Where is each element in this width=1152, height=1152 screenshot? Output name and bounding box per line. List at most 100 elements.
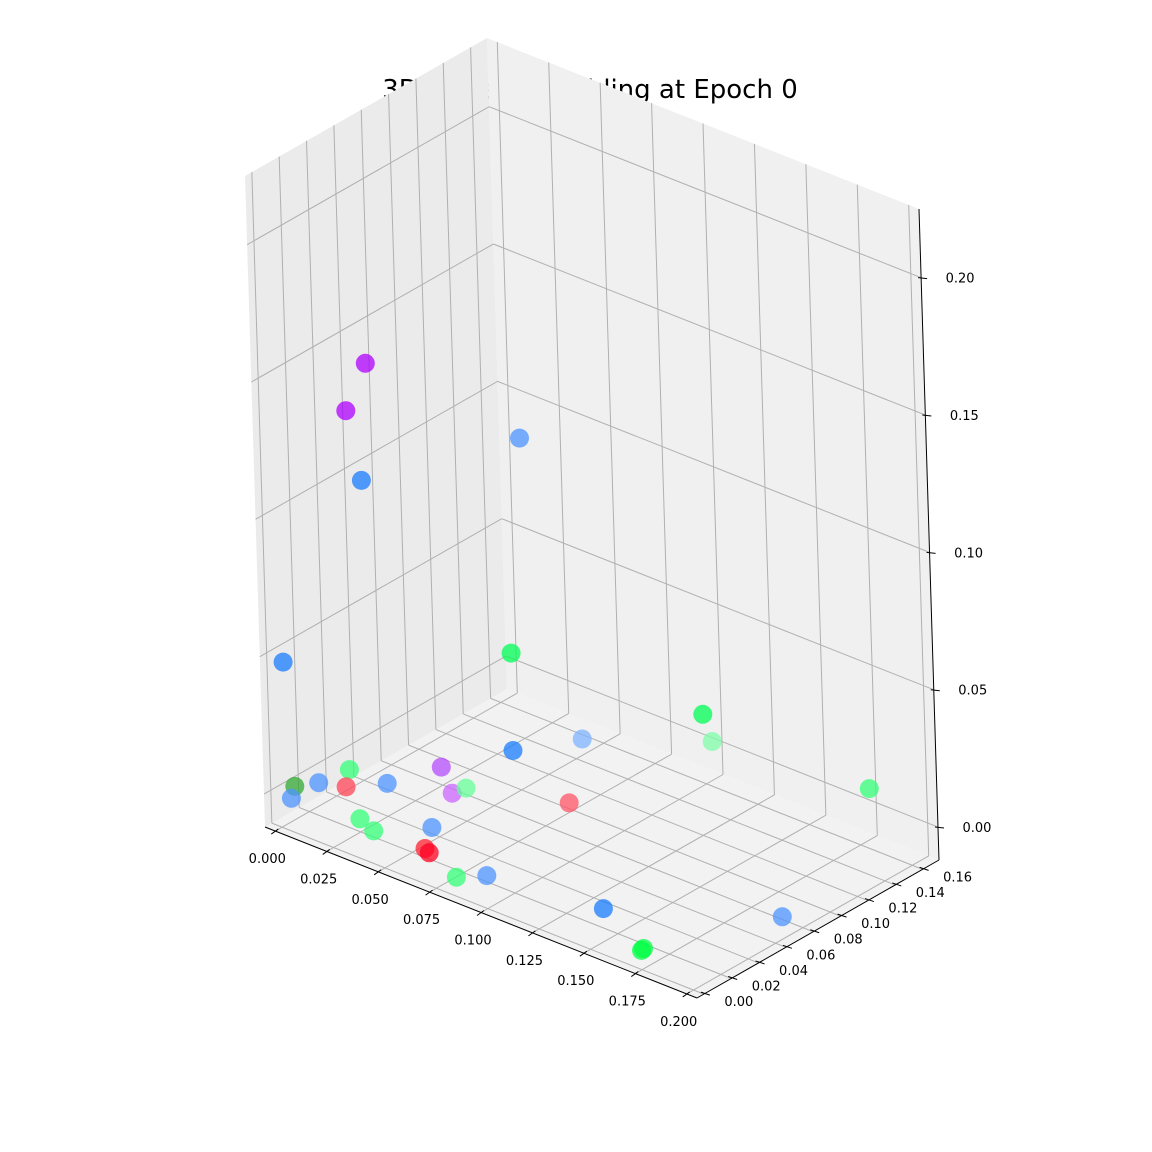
- y-tick-mark: [864, 898, 875, 903]
- data-point: [859, 779, 879, 799]
- grid-line: [548, 62, 570, 714]
- x-tick-label: 0.050: [352, 893, 389, 908]
- grid-line: [251, 172, 273, 824]
- z-tick-label: 0.05: [958, 684, 987, 699]
- x-tick-mark: [528, 930, 536, 937]
- grid-line: [908, 204, 930, 856]
- data-point: [281, 788, 301, 808]
- data-point: [336, 777, 356, 797]
- data-point: [702, 732, 722, 751]
- y-tick-mark: [728, 976, 738, 980]
- grid-line: [496, 42, 518, 694]
- data-point: [456, 778, 476, 798]
- data-point: [339, 760, 359, 780]
- grid-line: [490, 697, 923, 870]
- grid-line: [263, 655, 507, 795]
- y-tick-mark: [755, 960, 765, 965]
- data-point: [634, 939, 653, 958]
- grid-line: [259, 518, 503, 658]
- grid-line: [532, 794, 775, 934]
- data-point: [350, 809, 370, 829]
- z-tick-label: 0.10: [954, 546, 983, 561]
- grid-line: [246, 106, 490, 246]
- data-point: [693, 704, 713, 724]
- grid-line: [651, 103, 673, 755]
- grid-line: [463, 713, 896, 886]
- x-tick-label: 0.150: [557, 974, 594, 989]
- data-points: [273, 353, 879, 960]
- data-point: [355, 353, 375, 373]
- grid-line: [353, 775, 787, 948]
- grid-line: [501, 518, 934, 691]
- z-tick-mark: [926, 551, 936, 554]
- grid-line: [493, 243, 926, 416]
- left-wall-pane: [245, 38, 507, 827]
- y-tick-label: 0.06: [806, 948, 835, 963]
- data-point: [477, 866, 497, 886]
- grid-line: [255, 380, 498, 520]
- y-tick-label: 0.14: [916, 886, 945, 901]
- grid-line: [470, 47, 492, 699]
- data-point: [593, 899, 613, 919]
- data-point: [336, 401, 356, 421]
- z-tick-label: 0.20: [946, 272, 975, 287]
- grid-line: [505, 655, 939, 828]
- z-tick-label: 0.00: [963, 821, 992, 836]
- data-point: [503, 741, 523, 760]
- x-tick-mark: [682, 991, 691, 998]
- z-tick-mark: [918, 277, 928, 280]
- y-tick-mark: [782, 944, 793, 949]
- x-tick-mark: [270, 828, 279, 835]
- grid-line: [306, 140, 328, 792]
- y-tick-label: 0.00: [724, 995, 753, 1010]
- x-tick-mark: [322, 849, 331, 855]
- z-tick-mark: [930, 689, 940, 692]
- grid-line: [271, 822, 705, 995]
- data-point: [273, 652, 293, 672]
- x-tick-label: 0.125: [506, 954, 543, 969]
- y-tick-label: 0.10: [861, 917, 890, 932]
- grid-line: [805, 164, 827, 816]
- data-point: [377, 773, 397, 793]
- data-point: [510, 428, 529, 448]
- y-tick-mark: [892, 882, 902, 887]
- grid-line: [488, 106, 922, 279]
- grid-line: [753, 143, 775, 795]
- grid-line: [635, 835, 878, 975]
- grid-line: [326, 791, 759, 964]
- y-tick-mark: [837, 913, 847, 918]
- data-point: [422, 818, 442, 837]
- y-tick-label: 0.04: [779, 964, 808, 979]
- x-tick-label: 0.000: [249, 852, 286, 867]
- grid-line: [480, 774, 724, 913]
- data-point: [772, 907, 792, 927]
- grid-line: [275, 692, 518, 832]
- y-tick-label: 0.12: [888, 902, 917, 917]
- data-point: [572, 729, 592, 749]
- y-tick-mark: [700, 991, 710, 996]
- y-tick-label: 0.16: [943, 870, 972, 885]
- y-tick-label: 0.02: [752, 980, 781, 995]
- grid-line: [415, 78, 437, 730]
- data-point: [419, 843, 439, 863]
- grid-line: [599, 82, 621, 734]
- grid-line: [856, 184, 878, 836]
- data-point: [446, 867, 466, 887]
- y-tick-label: 0.08: [834, 933, 863, 948]
- data-point: [309, 773, 329, 793]
- grid-line: [583, 814, 827, 954]
- y-tick-mark: [810, 929, 820, 934]
- grid-line: [686, 855, 929, 995]
- y-tick-mark: [919, 866, 929, 871]
- grid-line: [442, 62, 464, 714]
- x-tick-mark: [476, 910, 485, 916]
- z-tick-mark: [934, 826, 945, 829]
- x-tick-label: 0.175: [609, 995, 646, 1010]
- grid-line: [408, 744, 841, 917]
- grid-line: [497, 380, 930, 553]
- grid-line: [360, 109, 382, 761]
- grid-line: [702, 123, 724, 775]
- x-tick-mark: [579, 950, 588, 957]
- z-tick-label: 0.15: [950, 409, 979, 424]
